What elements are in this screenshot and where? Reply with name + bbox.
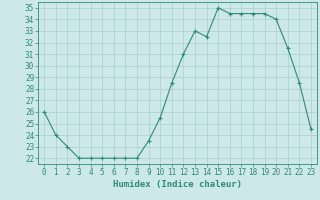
X-axis label: Humidex (Indice chaleur): Humidex (Indice chaleur) xyxy=(113,180,242,189)
